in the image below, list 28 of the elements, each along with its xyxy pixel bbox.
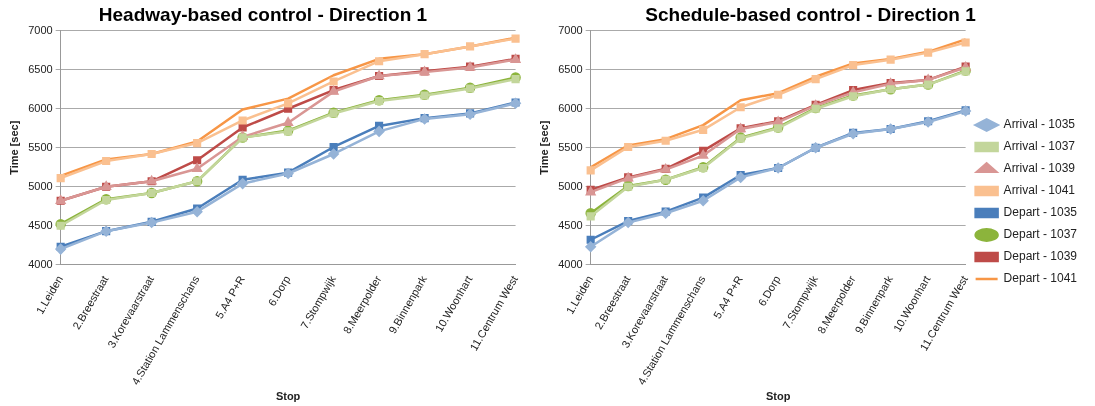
y-tick-label: 4500 <box>28 218 53 231</box>
legend-label: Depart - 1037 <box>1003 227 1078 242</box>
legend-label: Arrival - 1039 <box>1003 161 1076 176</box>
legend-label: Depart - 1035 <box>1003 205 1078 220</box>
y-tick-label: 6000 <box>28 101 53 114</box>
chart-title: Schedule-based control - Direction 1 <box>645 3 977 25</box>
y-tick-label: 4000 <box>28 257 53 270</box>
y-tick-label: 7000 <box>558 23 583 36</box>
y-tick-label: 4500 <box>558 218 583 231</box>
y-tick-label: 5500 <box>28 140 53 153</box>
legend-label: Depart - 1039 <box>1003 249 1078 264</box>
y-tick-label: 6000 <box>558 101 583 114</box>
legend-label: Depart - 1041 <box>1003 271 1078 286</box>
y-tick-label: 5500 <box>558 140 583 153</box>
y-tick-label: 6500 <box>558 62 583 75</box>
legend-label: Arrival - 1041 <box>1003 183 1076 198</box>
y-axis-title: Time [sec] <box>7 120 20 175</box>
legend-label: Arrival - 1035 <box>1003 117 1076 132</box>
y-tick-label: 6500 <box>28 62 53 75</box>
y-axis-title: Time [sec] <box>537 120 550 175</box>
y-tick-label: 7000 <box>28 23 53 36</box>
legend-label: Arrival - 1037 <box>1003 139 1076 154</box>
x-axis-title: Stop <box>765 390 791 403</box>
y-tick-label: 5000 <box>28 179 53 192</box>
y-tick-label: 4000 <box>558 257 583 270</box>
y-tick-label: 5000 <box>558 179 583 192</box>
x-axis-title: Stop <box>275 390 301 403</box>
chart-title: Headway-based control - Direction 1 <box>98 3 428 25</box>
